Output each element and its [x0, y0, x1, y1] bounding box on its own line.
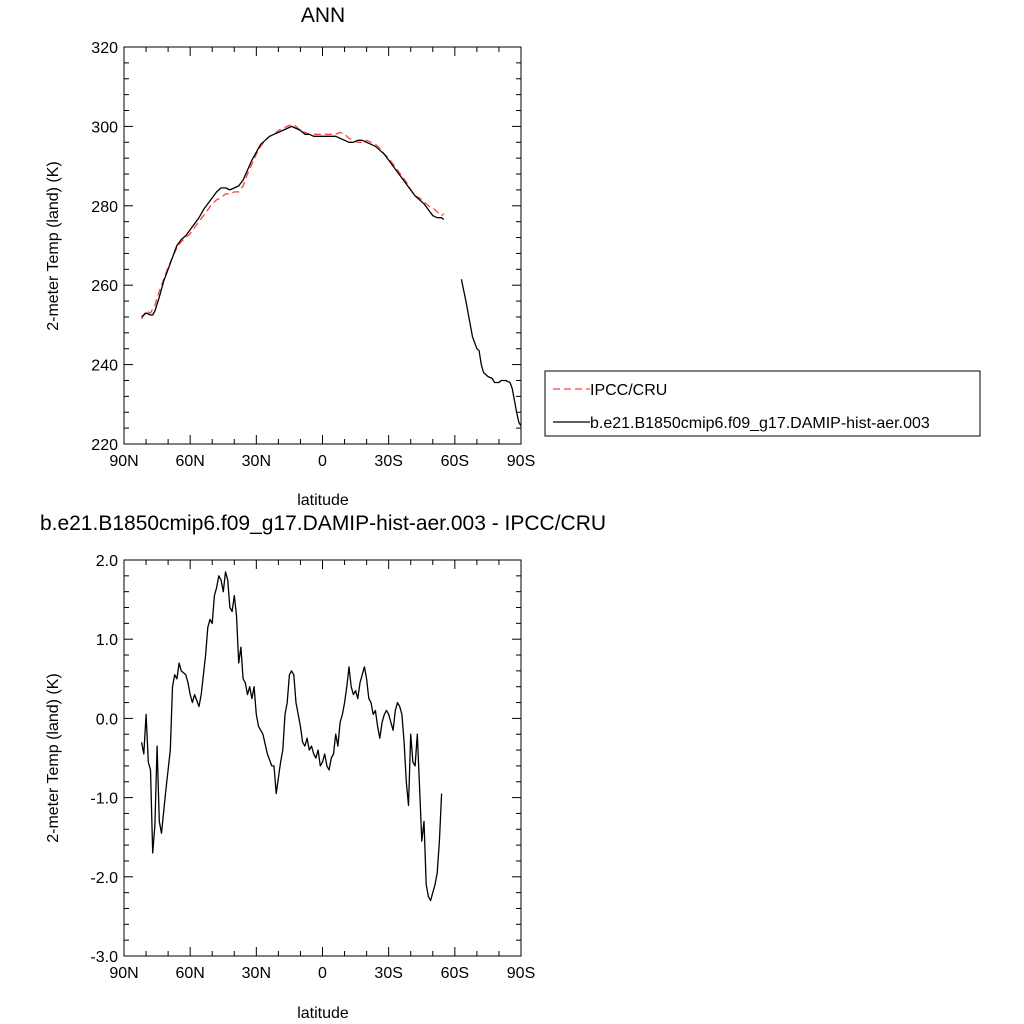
x-tick-label: 60S: [441, 453, 469, 470]
bottom-panel: b.e21.B1850cmip6.f09_g17.DAMIP-hist-aer.…: [40, 512, 606, 1022]
x-tick-label: 30N: [242, 453, 271, 470]
x-tick-label: 30S: [374, 965, 402, 982]
legend-label-model: b.e21.B1850cmip6.f09_g17.DAMIP-hist-aer.…: [590, 415, 930, 432]
plot-frame: [123, 46, 522, 445]
plot-area: 90N 60N 30N 0 30S 60S 90S 220 240 260 280 300 320: [91, 40, 535, 470]
x-tick-label: 60S: [441, 965, 469, 982]
chart-title: ANN: [301, 4, 345, 27]
x-axis-label: latitude: [297, 1005, 349, 1022]
y-tick-label: -1.0: [90, 791, 118, 808]
y-tick-label: 320: [91, 40, 118, 57]
y-tick-label: -2.0: [90, 870, 118, 887]
series-line-0: [141, 123, 445, 320]
y-axis-label: 2-meter Temp (land) (K): [45, 161, 62, 331]
y-tick-label: 220: [91, 437, 118, 454]
series-line-0: [140, 571, 443, 902]
x-tick-label: 60N: [175, 965, 204, 982]
x-tick-label: 0: [318, 965, 327, 982]
x-axis-label: latitude: [297, 492, 349, 509]
legend: IPCC/CRU b.e21.B1850cmip6.f09_g17.DAMIP-…: [544, 370, 981, 437]
top-panel: ANN 90N 60N 30N 0 30S 60S 90S 220 240 260 280 300 32…: [45, 4, 535, 509]
y-tick-label: -3.0: [90, 949, 118, 966]
x-tick-label: 30S: [374, 453, 402, 470]
x-tick-label: 90S: [507, 453, 535, 470]
y-axis-label: 2-meter Temp (land) (K): [45, 673, 62, 843]
legend-label-ipcc-cru: IPCC/CRU: [590, 382, 667, 399]
x-tick-label: 90N: [109, 453, 138, 470]
y-tick-label: 2.0: [96, 553, 118, 570]
y-tick-label: 260: [91, 278, 118, 295]
y-tick-label: 240: [91, 358, 118, 375]
x-tick-label: 30N: [242, 965, 271, 982]
y-tick-label: 280: [91, 199, 118, 216]
x-tick-label: 60N: [175, 453, 204, 470]
y-tick-label: 1.0: [96, 632, 118, 649]
x-tick-label: 90S: [507, 965, 535, 982]
y-tick-label: 0.0: [96, 711, 118, 728]
x-tick-label: 90N: [109, 965, 138, 982]
series-line-1: [141, 125, 522, 427]
legend-box: [544, 370, 981, 437]
plot-area: 90N 60N 30N 0 30S 60S 90S -3.0 -2.0 -1.0 0.0 1.0 2.0: [90, 553, 535, 982]
y-tick-label: 300: [91, 119, 118, 136]
x-tick-label: 0: [318, 453, 327, 470]
plot-frame: [123, 559, 522, 957]
difference-chart-title: b.e21.B1850cmip6.f09_g17.DAMIP-hist-aer.…: [40, 512, 606, 535]
